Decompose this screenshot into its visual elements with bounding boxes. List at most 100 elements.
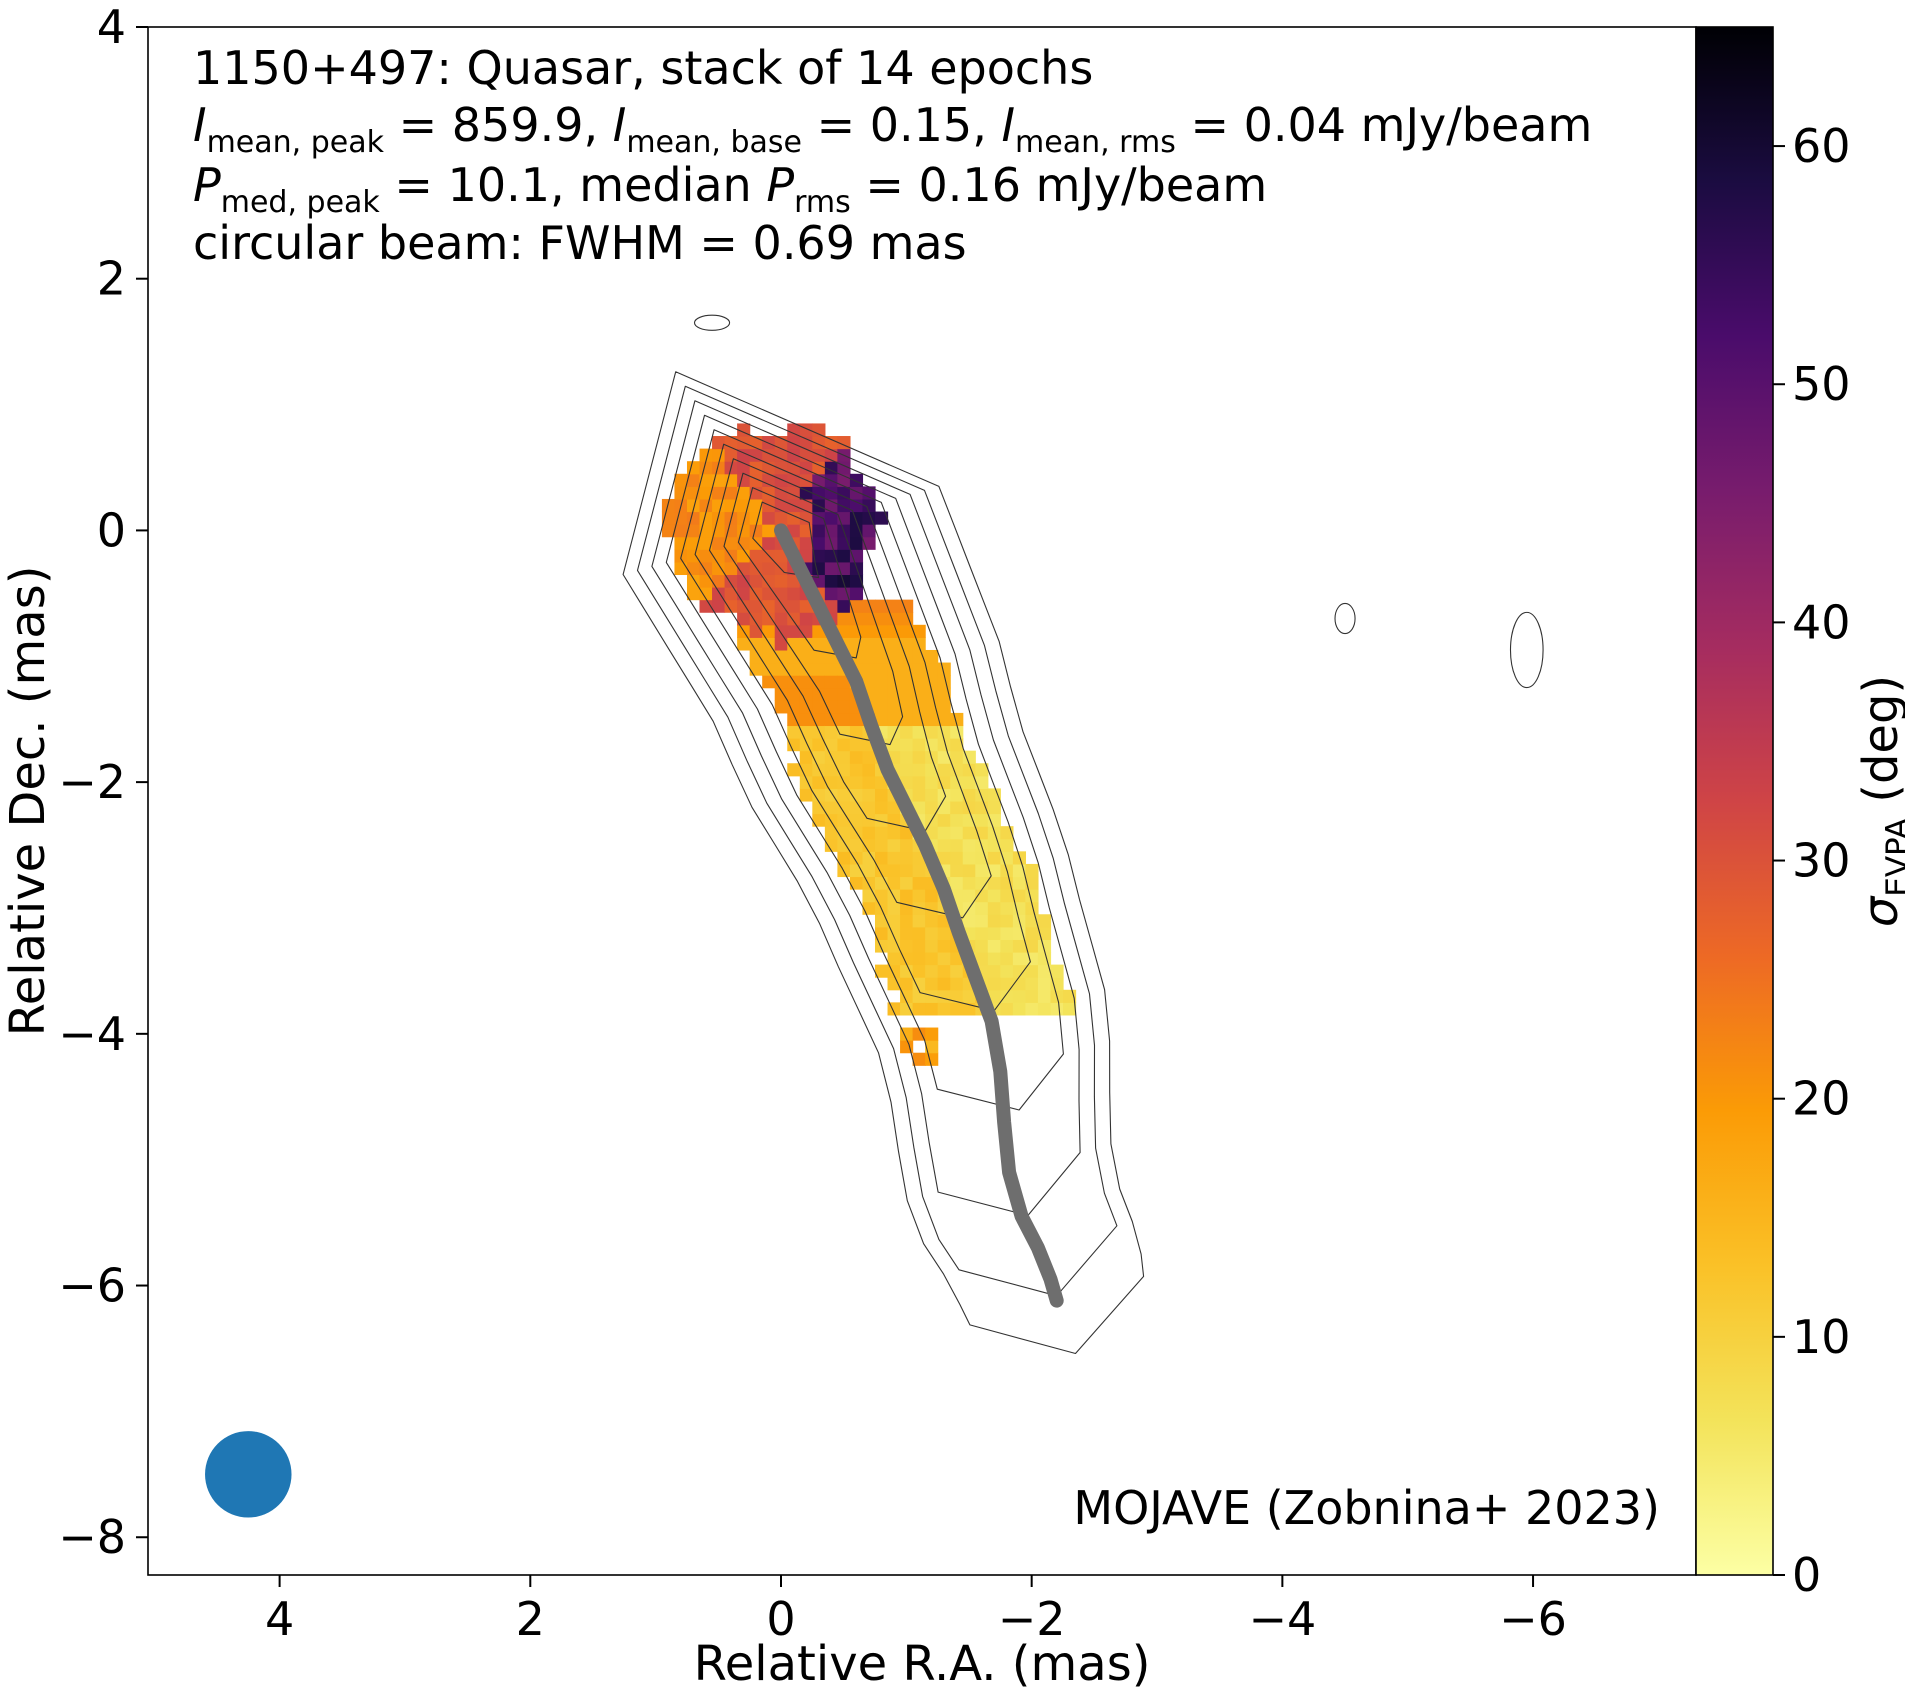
evpa-pixel	[737, 637, 751, 651]
evpa-pixel	[912, 700, 926, 714]
evpa-pixel	[1037, 964, 1052, 978]
evpa-pixel	[925, 1052, 939, 1066]
evpa-pixel	[1025, 952, 1039, 966]
evpa-pixel	[937, 763, 951, 777]
evpa-pixel	[762, 511, 776, 525]
evpa-pixel	[699, 486, 713, 500]
evpa-pixel	[799, 750, 813, 764]
evpa-pixel	[787, 599, 801, 613]
evpa-pixel	[1037, 939, 1052, 953]
evpa-pixel	[874, 939, 889, 953]
i-rms-subscript: mean, rms	[1015, 125, 1176, 160]
evpa-pixel	[1037, 952, 1052, 966]
evpa-pixel	[950, 863, 964, 878]
evpa-pixel	[737, 587, 751, 601]
p-rms-symbol: P	[766, 158, 794, 212]
intensity-contour	[622, 371, 1145, 1355]
evpa-pixel	[837, 712, 851, 727]
evpa-pixel	[787, 612, 801, 626]
evpa-pixel	[900, 712, 914, 727]
evpa-pixel	[774, 587, 788, 601]
evpa-pixel	[912, 675, 926, 689]
evpa-pixel	[900, 649, 914, 664]
evpa-pixel	[849, 725, 864, 739]
evpa-pixel	[912, 1027, 926, 1041]
evpa-pixel	[749, 574, 763, 588]
isolated-contour	[1509, 611, 1544, 689]
evpa-pixel	[912, 750, 926, 764]
evpa-pixel	[900, 687, 914, 701]
colorbar	[1695, 26, 1774, 1576]
evpa-pixel	[749, 461, 763, 475]
evpa-pixel	[900, 1027, 914, 1041]
evpa-pixel	[937, 712, 951, 727]
evpa-pixel	[975, 889, 989, 903]
evpa-pixel	[712, 461, 726, 475]
evpa-pixel	[749, 536, 763, 550]
evpa-pixel	[824, 725, 838, 739]
evpa-pixel	[849, 801, 864, 815]
isolated-contour	[693, 314, 731, 331]
evpa-pixel	[749, 612, 763, 626]
evpa-pixel	[812, 662, 826, 676]
evpa-pixel	[874, 788, 889, 802]
evpa-pixel	[724, 486, 738, 500]
evpa-pixel	[699, 498, 713, 513]
evpa-pixel	[674, 473, 688, 487]
evpa-pixel	[749, 524, 763, 538]
evpa-pixel	[1025, 889, 1039, 903]
evpa-pixel	[900, 750, 914, 764]
evpa-pixel	[837, 700, 851, 714]
evpa-pixel	[674, 486, 688, 500]
evpa-pixel	[787, 637, 801, 651]
evpa-pixel	[937, 926, 951, 940]
evpa-pixel	[900, 624, 914, 638]
evpa-pixel	[987, 889, 1001, 903]
evpa-pixel	[925, 801, 939, 815]
evpa-pixel	[975, 901, 989, 915]
evpa-pixel	[912, 788, 926, 802]
evpa-pixel	[900, 637, 914, 651]
evpa-pixel	[912, 964, 926, 978]
evpa-pixel	[824, 801, 838, 815]
evpa-pixel	[849, 851, 864, 865]
colorbar-tick-label: 40	[1792, 595, 1851, 649]
evpa-pixel	[849, 637, 864, 651]
x-tick-label: −6	[1499, 1592, 1567, 1646]
evpa-pixel	[712, 549, 726, 563]
evpa-pixel	[849, 813, 864, 827]
evpa-pixel	[787, 725, 801, 739]
evpa-pixel	[887, 876, 901, 890]
evpa-pixel	[824, 436, 838, 450]
evpa-pixel	[887, 952, 901, 966]
evpa-pixel	[975, 939, 989, 953]
evpa-pixel	[774, 675, 788, 689]
evpa-pixel	[837, 851, 851, 865]
evpa-pixel	[799, 436, 813, 450]
evpa-pixel	[686, 511, 701, 525]
evpa-pixel	[862, 599, 876, 613]
evpa-pixel	[849, 473, 864, 487]
evpa-pixel	[925, 964, 939, 978]
evpa-pixel	[950, 1002, 964, 1016]
evpa-pixel	[812, 788, 826, 802]
evpa-pixel	[787, 624, 801, 638]
evpa-pixel	[987, 989, 1001, 1003]
evpa-pixel	[824, 763, 838, 777]
evpa-pixel	[925, 725, 939, 739]
evpa-pixel	[962, 876, 976, 890]
evpa-pixel	[862, 838, 876, 852]
evpa-pixel	[824, 549, 838, 563]
evpa-pixel	[762, 624, 776, 638]
y-axis-ticks: 4 2 0 −2 −4 −6 −8	[58, 0, 148, 1564]
evpa-pixel	[874, 624, 889, 638]
p-rms-subscript: rms	[794, 185, 851, 220]
evpa-pixel	[950, 838, 964, 852]
intensity-contour	[737, 487, 862, 659]
y-tick-label: 4	[97, 0, 126, 54]
evpa-pixel	[699, 536, 713, 550]
evpa-pixel	[975, 851, 989, 865]
colorbar-label-symbol: σ	[1853, 895, 1905, 927]
evpa-pixel	[787, 587, 801, 601]
evpa-pixel	[674, 524, 688, 538]
